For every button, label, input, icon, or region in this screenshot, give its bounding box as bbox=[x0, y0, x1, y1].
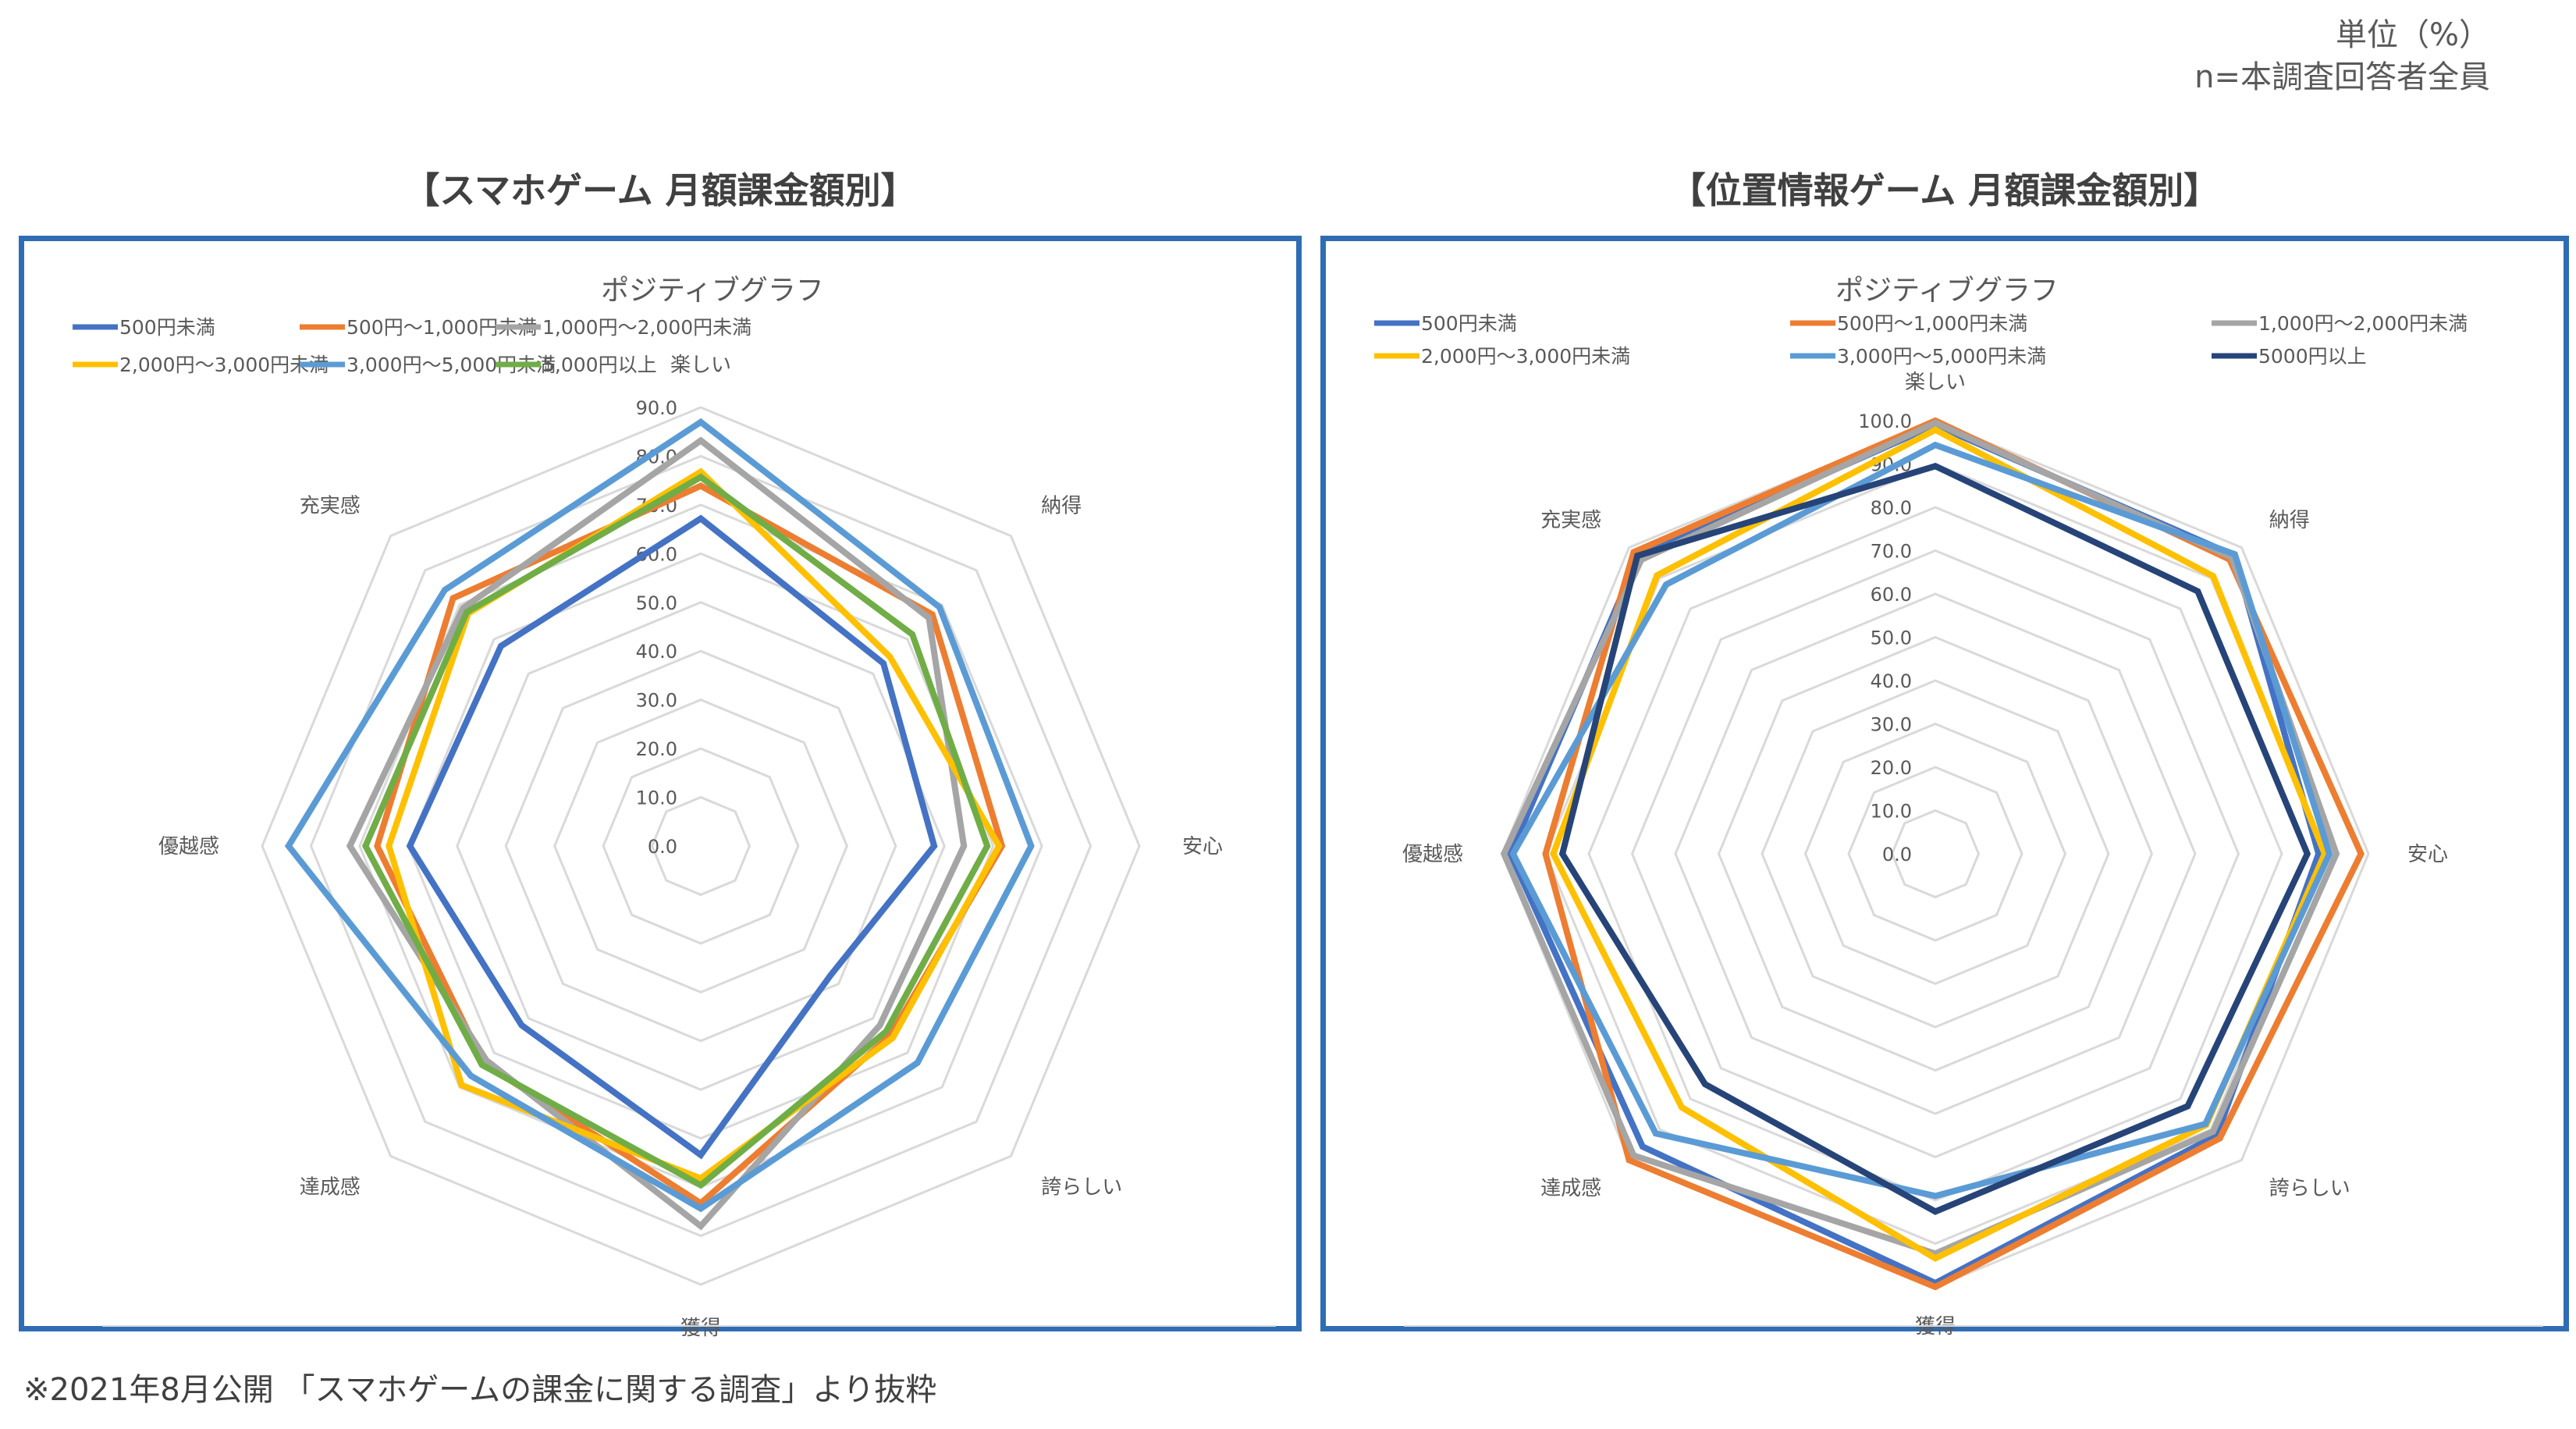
grid-ring bbox=[1847, 766, 2023, 942]
right-section-title: 【位置情報ゲーム 月額課金額別】 bbox=[1669, 169, 2220, 212]
legend-label: 5,000円以上 bbox=[542, 354, 657, 376]
legend-label: 2,000円～3,000円未満 bbox=[119, 354, 329, 376]
axis-label: 安心 bbox=[2407, 843, 2448, 866]
axis-label: 楽しい bbox=[670, 354, 731, 377]
grid-ring bbox=[504, 649, 897, 1043]
grid-ring bbox=[602, 747, 800, 945]
tick-label: 90.0 bbox=[636, 397, 677, 419]
grid-ring bbox=[309, 454, 1093, 1238]
tick-label: 20.0 bbox=[636, 738, 677, 760]
left-chart-panel: ポジティブグラフ 500円未満 500円～1,000円未満 1,000円～2,000円… bbox=[19, 236, 1302, 1337]
legend-label: 500円未満 bbox=[119, 316, 215, 339]
grid-ring bbox=[1803, 722, 2067, 986]
legend-label: 5000円以上 bbox=[2258, 345, 2367, 368]
tick-label: 30.0 bbox=[1871, 714, 1912, 736]
tick-label: 10.0 bbox=[636, 787, 677, 809]
footnote: ※2021年8月公開 「スマホゲームの課金に関する調査」より抜粋 bbox=[23, 1372, 937, 1408]
tick-label: 40.0 bbox=[636, 641, 677, 663]
axis-label: 納得 bbox=[1041, 495, 1082, 518]
tick-label: 70.0 bbox=[1871, 541, 1912, 563]
tick-label: 60.0 bbox=[1871, 584, 1912, 606]
axis-label: 優越感 bbox=[158, 835, 219, 858]
grid-ring bbox=[407, 552, 995, 1140]
tick-label: 0.0 bbox=[648, 836, 677, 858]
unit-note: 単位（%） n=本調査回答者全員 bbox=[2194, 14, 2490, 98]
grid-ring bbox=[1717, 635, 2154, 1072]
axis-label: 納得 bbox=[2269, 509, 2310, 532]
tick-label: 30.0 bbox=[636, 690, 677, 712]
axis-label: 充実感 bbox=[300, 495, 361, 518]
series-line bbox=[374, 482, 1006, 1207]
tick-label: 40.0 bbox=[1871, 670, 1912, 692]
grid-ring bbox=[1761, 679, 2110, 1029]
legend-label: 500円未満 bbox=[1421, 312, 1517, 335]
tick-label: 10.0 bbox=[1871, 801, 1912, 823]
left-section-title: 【スマホゲーム 月額課金額別】 bbox=[403, 169, 917, 212]
grid-ring bbox=[1890, 809, 1981, 899]
chart-title: ポジティブグラフ bbox=[1835, 275, 2059, 307]
grid-ring bbox=[553, 699, 848, 994]
tick-label: 100.0 bbox=[1858, 411, 1912, 432]
legend-label: 1,000円～2,000円未満 bbox=[2258, 312, 2468, 335]
grid-ring bbox=[456, 601, 946, 1091]
legend-label: 3,000円～5,000円未満 bbox=[1837, 345, 2046, 368]
axis-label: 誇らしい bbox=[2269, 1177, 2350, 1200]
tick-label: 50.0 bbox=[636, 592, 677, 614]
right-chart-panel: ポジティブグラフ 500円未満 500円～1,000円未満 1,000円～2,000円… bbox=[1320, 236, 2569, 1337]
tick-label: 0.0 bbox=[1882, 844, 1912, 866]
axis-label: 誇らしい bbox=[1041, 1175, 1122, 1199]
axis-label: 達成感 bbox=[300, 1175, 361, 1199]
axis-label: 楽しい bbox=[1905, 371, 1966, 394]
legend-label: 2,000円～3,000円未満 bbox=[1421, 345, 1630, 368]
axis-label: 優越感 bbox=[1402, 843, 1463, 866]
unit-label: 単位（%） bbox=[2335, 17, 2490, 53]
legend-label: 500円～1,000円未満 bbox=[1837, 312, 2027, 335]
right-radar-chart: ポジティブグラフ 500円未満 500円～1,000円未満 1,000円～2,000円… bbox=[1374, 275, 2543, 1337]
legend-label: 1,000円～2,000円未満 bbox=[542, 316, 751, 339]
grid-ring bbox=[1674, 592, 2197, 1115]
grid-ring bbox=[1630, 549, 2240, 1159]
tick-label: 50.0 bbox=[1871, 627, 1912, 649]
grid-ring bbox=[261, 406, 1141, 1286]
sample-label: n=本調査回答者全員 bbox=[2194, 59, 2490, 95]
tick-label: 20.0 bbox=[1871, 757, 1912, 779]
grid-ring bbox=[1587, 506, 2283, 1202]
grid-ring bbox=[650, 795, 751, 897]
chart-title: ポジティブグラフ bbox=[601, 275, 824, 307]
axis-label: 充実感 bbox=[1540, 509, 1601, 532]
tick-label: 80.0 bbox=[1871, 497, 1912, 519]
axis-label: 安心 bbox=[1182, 835, 1223, 858]
axis-label: 達成感 bbox=[1540, 1177, 1601, 1200]
